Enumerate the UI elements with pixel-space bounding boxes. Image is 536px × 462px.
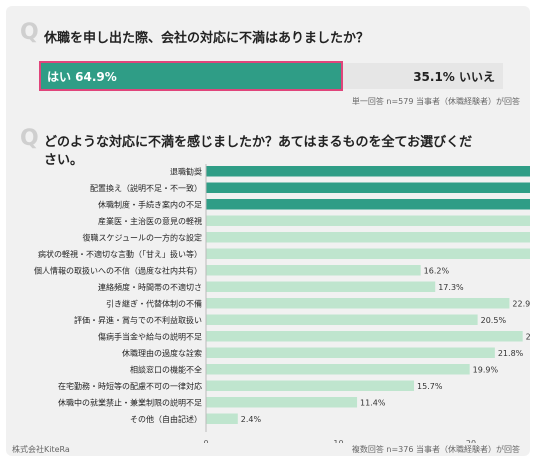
bar [206, 364, 470, 375]
x-tick-label: 10 [333, 439, 343, 443]
category-label: 休職制度・手続き案内の不足 [98, 200, 202, 210]
bar [206, 166, 530, 177]
value-label: 20.5% [481, 316, 507, 325]
category-label: 病状の軽視・不適切な言動（「甘え」扱い等） [38, 249, 202, 259]
x-tick-label: 20 [466, 439, 476, 443]
bar [206, 265, 421, 276]
category-label: 配置換え（説明不足・不一致） [90, 183, 202, 193]
company-credit: 株式会社KiteRa [12, 445, 70, 454]
category-label: 連絡頻度・時間帯の不適切さ [98, 282, 202, 292]
bar [206, 331, 523, 342]
bar [206, 215, 530, 226]
value-label: 15.7% [417, 382, 443, 391]
category-label: 相談窓口の機能不全 [130, 365, 202, 375]
bar [206, 199, 530, 210]
bar [206, 314, 478, 325]
value-label: 21.8% [498, 349, 524, 358]
q2-bar-chart: 退職勧奨36.7%配置換え（説明不足・不一致）44.1%休職制度・手続き案内の不… [34, 164, 530, 443]
q2-mark: Q [20, 126, 39, 151]
category-label: 個人情報の取扱いへの不信（過度な社内共有） [34, 266, 202, 276]
category-label: その他（自由記述） [130, 414, 202, 424]
category-label: 傷病手当金や給与の説明不足 [98, 332, 202, 342]
value-label: 17.3% [438, 283, 464, 292]
category-label: 退職勧奨 [170, 167, 202, 177]
bar-yes-label: はい 64.9% [47, 70, 117, 84]
category-label: 在宅勤務・時短等の配慮不可の一律対応 [58, 381, 202, 391]
bar-no-label: 35.1% いいえ [413, 70, 495, 84]
bar-yes: はい 64.9% [39, 61, 343, 91]
category-label: 産業医・主治医の意見の軽視 [98, 216, 202, 226]
q1-stacked-bar: はい 64.9% 35.1% いいえ [39, 61, 503, 91]
bar [206, 298, 510, 309]
value-label: 11.4% [360, 399, 386, 408]
value-label: 2.4% [241, 415, 262, 424]
bar [206, 380, 415, 391]
bar [206, 397, 358, 408]
bar [206, 248, 530, 259]
bar [206, 182, 530, 193]
bar [206, 232, 530, 243]
q2-title-line2: さい。 [44, 153, 84, 168]
value-label: 19.9% [473, 366, 499, 375]
value-label: 22.9% [512, 300, 530, 309]
x-tick-label: 0 [203, 439, 208, 443]
survey-panel: Q 休職を申し出た際、会社の対応に不満はありましたか？ はい 64.9% 35.… [6, 6, 530, 456]
q1-note: 単一回答 n=579 当事者（休職経験者）が回答 [351, 97, 520, 106]
q1-mark: Q [20, 20, 39, 45]
q2-note: 複数回答 n=376 当事者（休職経験者）が回答 [351, 445, 520, 454]
bar [206, 281, 436, 292]
bar [206, 413, 238, 424]
bar [206, 347, 495, 358]
value-label: 16.2% [424, 267, 450, 276]
category-label: 引き継ぎ・代替体制の不備 [106, 299, 202, 309]
q1-title: 休職を申し出た際、会社の対応に不満はありましたか？ [44, 31, 370, 46]
q2-title-line1: どのような対応に不満を感じましたか？あてはまるものを全てお選びくだ [44, 135, 473, 150]
category-label: 復職スケジュールの一方的な設定 [83, 233, 202, 243]
category-label: 休職中の就業禁止・兼業制限の説明不足 [58, 398, 202, 408]
category-label: 休職理由の過度な詮索 [122, 348, 202, 358]
value-label: 23.9% [526, 333, 530, 342]
category-label: 評価・昇進・賞与での不利益取扱い [74, 315, 202, 325]
